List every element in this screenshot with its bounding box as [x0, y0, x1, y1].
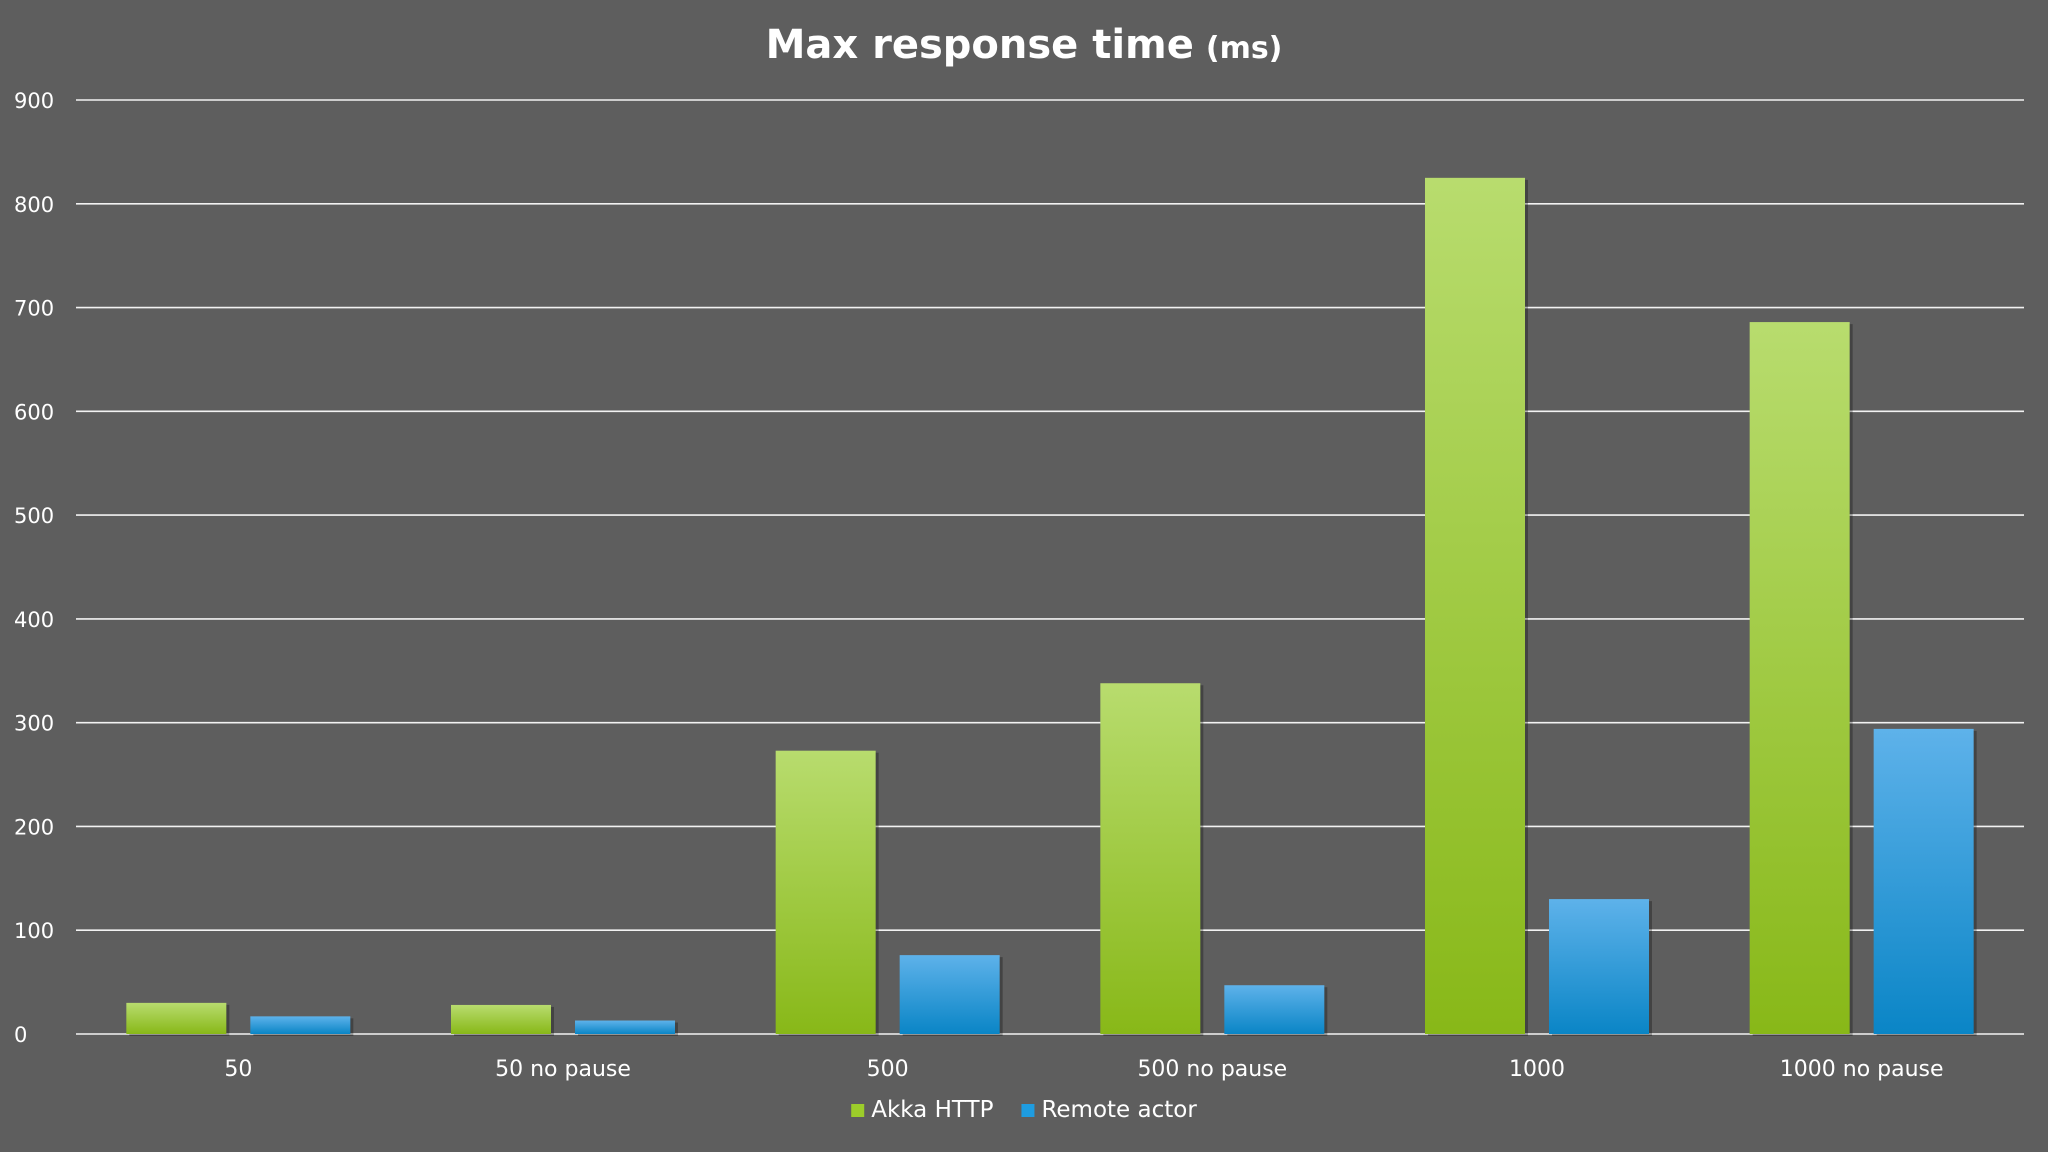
x-tick-label: 1000 no pause	[1780, 1057, 1944, 1082]
bar-remote-actor	[899, 955, 1000, 1034]
bar-akka-http	[1749, 322, 1850, 1034]
x-tick-label: 1000	[1509, 1057, 1565, 1082]
bars	[126, 177, 1977, 1037]
chart-title: Max response time (ms)	[766, 22, 1283, 68]
x-tick-label: 500	[867, 1057, 909, 1082]
y-tick-label: 200	[14, 815, 54, 839]
y-tick-label: 300	[14, 712, 54, 736]
legend-label: Remote actor	[1041, 1097, 1197, 1123]
x-tick-label: 50 no pause	[495, 1057, 631, 1082]
x-tick-label: 50	[224, 1057, 252, 1082]
y-tick-label: 100	[14, 919, 54, 943]
y-tick-label: 500	[14, 504, 54, 528]
legend-label: Akka HTTP	[871, 1097, 993, 1123]
x-tick-label: 500 no pause	[1137, 1057, 1287, 1082]
bar-remote-actor	[1549, 899, 1649, 1034]
y-tick-label: 900	[14, 89, 54, 113]
y-tick-label: 800	[14, 193, 54, 217]
y-tick-label: 0	[14, 1023, 27, 1047]
gridlines	[76, 99, 2024, 1035]
chart-title-main: Max response time	[766, 22, 1194, 68]
legend-swatch	[851, 1104, 865, 1117]
legend-swatch	[1021, 1104, 1035, 1117]
bar-remote-actor	[575, 1020, 675, 1034]
chart-title-unit: (ms)	[1206, 31, 1283, 66]
x-axis-ticks: 50 50 no pause 500 500 no pause 1000 1000 no …	[224, 1057, 1943, 1082]
y-tick-label: 600	[14, 400, 54, 424]
bar-akka-http	[451, 1004, 551, 1034]
bar-akka-http	[126, 1002, 227, 1034]
bar-akka-http	[1425, 177, 1525, 1035]
y-tick-label: 400	[14, 608, 54, 632]
y-axis-ticks: 0 100 200 300 400 500 600 700 800 900	[14, 89, 54, 1047]
legend: Akka HTTP Remote actor	[851, 1097, 1197, 1123]
legend-item: Akka HTTP	[851, 1097, 994, 1123]
y-tick-label: 700	[14, 297, 54, 321]
bar-remote-actor	[1873, 728, 1974, 1034]
bar-akka-http	[775, 750, 876, 1034]
bar-akka-http	[1100, 683, 1201, 1034]
legend-item: Remote actor	[1021, 1097, 1197, 1123]
bar-remote-actor	[250, 1016, 351, 1034]
bar-remote-actor	[1224, 985, 1325, 1034]
